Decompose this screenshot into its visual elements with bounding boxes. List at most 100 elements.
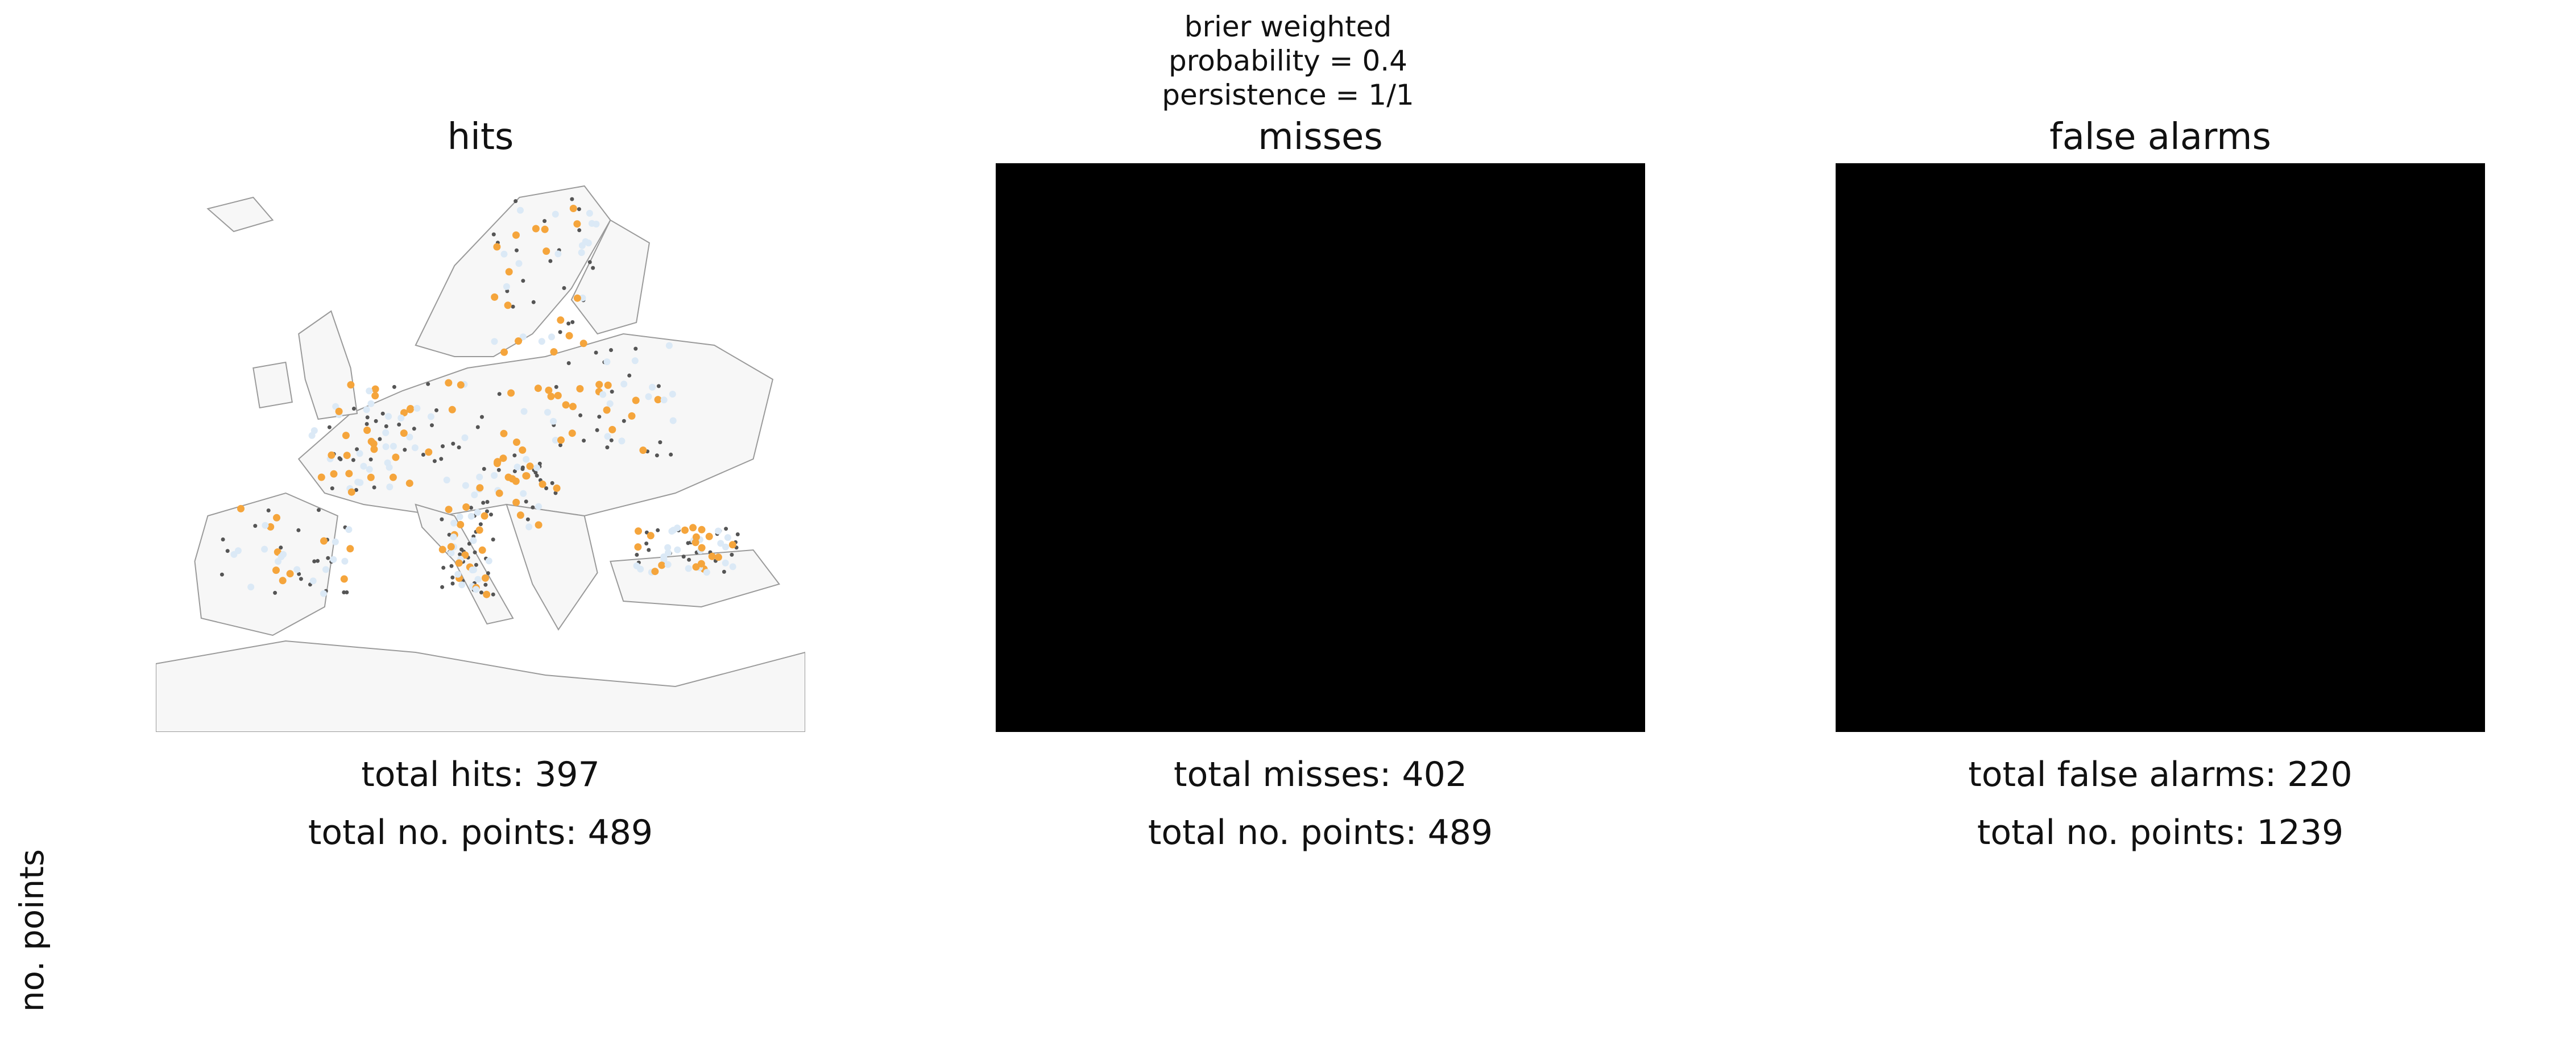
station-dot-primary [526,462,534,470]
land-shape [610,549,780,608]
station-dot-secondary [722,543,729,551]
station-dot-primary [317,473,325,481]
station-dot-grey [570,320,575,324]
station-dot-primary [478,546,486,554]
station-dot-primary [461,551,469,559]
station-dot-primary [367,437,375,445]
total-label-hits: total hits: 397 [361,755,600,795]
land-shapes [156,185,805,732]
station-dot-secondary [520,490,527,497]
station-dot-grey [722,569,726,574]
station-dot-grey [458,552,462,557]
land-shape [298,310,358,420]
station-dot-primary [557,316,565,324]
station-dot-primary [286,570,294,578]
station-dot-secondary [645,393,652,400]
station-dot-secondary [427,413,434,420]
station-dot-grey [479,590,483,595]
station-dot-primary [499,454,507,462]
station-dot-grey [459,547,464,552]
station-dot-grey [430,423,434,428]
station-dot-secondary [448,549,455,557]
station-dot-secondary [293,566,301,573]
station-dot-grey [474,562,478,567]
station-dot-secondary [515,260,523,267]
station-dot-primary [635,527,642,535]
station-dot-grey [450,575,455,580]
panel-hits: hits total hits: 397 total no. points: 4… [156,116,805,853]
station-dot-primary [595,380,603,388]
station-dot-grey [469,506,473,510]
station-dot-grey [273,590,278,595]
station-dot-secondary [724,534,731,541]
land-shape [206,196,274,233]
station-dot-primary [632,396,640,404]
station-dot-grey [531,300,536,304]
station-dot-primary [708,552,716,560]
station-dot-primary [557,436,565,444]
station-dot-primary [532,225,540,233]
station-dot-secondary [717,540,724,547]
station-dot-secondary [471,491,478,499]
station-dot-secondary [363,406,370,413]
station-dot-grey [531,505,535,510]
station-dot-grey [524,499,528,504]
station-dot-secondary [411,444,419,452]
station-dot-primary [457,381,465,389]
station-dot-secondary [523,456,530,463]
station-dot-primary [363,427,371,434]
station-dot-primary [447,543,455,551]
station-dot-grey [577,228,582,233]
station-dot-primary [519,446,527,454]
station-dot-grey [686,541,690,545]
station-dot-primary [438,545,446,553]
land-shape [194,492,338,636]
land-shape [570,219,650,335]
points-label-false-alarms: total no. points: 1239 [1977,813,2343,853]
station-dot-grey [656,528,660,532]
station-dot-primary [697,560,705,568]
station-dot-grey [511,304,515,309]
station-dot-grey [486,571,490,576]
panel-false-alarms: false alarms total false alarms: 220 tot… [1836,116,2485,853]
station-dot-secondary [550,417,557,425]
station-dot-secondary [525,523,533,531]
station-dot-grey [491,537,495,542]
station-dot-secondary [604,433,611,440]
station-dot-grey [622,419,626,423]
station-dot-secondary [367,400,375,407]
station-dot-primary [513,439,520,446]
station-dot-primary [273,514,280,522]
station-dot-secondary [519,333,527,341]
station-dot-secondary [491,338,498,345]
station-dot-secondary [500,250,508,258]
station-dot-secondary [341,557,349,565]
station-dot-secondary [320,590,327,597]
station-dot-secondary [462,482,469,489]
station-dot-grey [535,473,539,478]
station-dot-grey [330,486,334,491]
station-dot-grey [609,438,614,442]
station-dot-secondary [579,294,586,301]
station-dot-secondary [275,558,281,565]
station-dot-primary [448,406,456,413]
station-dot-primary [654,396,662,404]
station-dot-secondary [606,400,614,407]
station-dot-secondary [520,408,528,415]
station-dot-primary [392,453,400,461]
station-dot-primary [493,243,501,251]
station-dot-primary [565,332,573,340]
station-dot-grey [397,423,401,427]
station-dot-secondary [309,577,317,585]
station-dot-grey [548,259,553,263]
station-dot-grey [687,557,691,562]
station-dot-primary [407,405,415,412]
station-dot-grey [550,481,554,485]
station-dot-primary [576,385,584,392]
station-dot-primary [554,392,562,399]
station-dot-grey [512,469,517,473]
station-dot-secondary [332,538,339,545]
station-dot-secondary [474,508,481,516]
station-dot-primary [698,544,706,552]
